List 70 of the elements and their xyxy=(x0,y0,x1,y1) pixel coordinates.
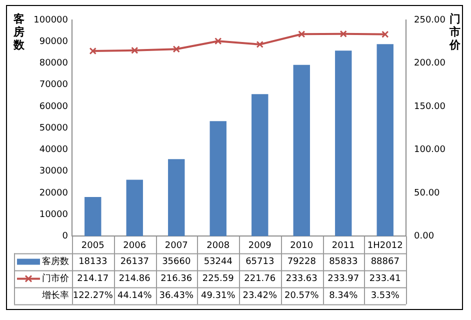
x-tick-label: 2010 xyxy=(290,240,314,251)
bar xyxy=(293,64,310,236)
x-tick-label: 1H2012 xyxy=(367,240,403,251)
point xyxy=(256,40,264,48)
y-tick-label: 90000 xyxy=(39,36,68,47)
text: 36.43% xyxy=(159,291,194,302)
y-tick-label: 30000 xyxy=(39,166,68,177)
text: 23.42% xyxy=(242,291,278,302)
x-tick-label: 2011 xyxy=(332,240,355,251)
bar xyxy=(376,44,394,236)
y-axis-title: 客房数 xyxy=(12,12,26,52)
legend-label: 门市价 xyxy=(42,273,69,284)
y2-tick-label: 0.00 xyxy=(414,232,434,242)
x-tick-label: 2009 xyxy=(248,240,272,251)
y-tick-label: 80000 xyxy=(39,58,68,69)
y-tick-label: 0 xyxy=(62,232,68,242)
data-label: 214.86 xyxy=(118,274,151,284)
data-label: 35660 xyxy=(162,257,191,268)
text: 8.34% xyxy=(329,291,358,302)
y-tick-label: 100000 xyxy=(34,15,68,26)
y-tick-label: 70000 xyxy=(39,80,68,90)
text: 49.31% xyxy=(200,291,236,302)
bar xyxy=(168,159,185,236)
y2-tick-label: 200.00 xyxy=(414,58,446,69)
data-label: 225.59 xyxy=(202,274,234,284)
y-tick-label: 10000 xyxy=(39,210,68,220)
legend-label: 客房数 xyxy=(42,256,69,268)
point xyxy=(340,30,347,38)
point xyxy=(172,46,180,53)
y2-tick-label: 150.00 xyxy=(414,102,446,112)
text: 3.53% xyxy=(370,291,400,302)
y2-tick-label: 100.00 xyxy=(414,145,446,156)
data-label: 85833 xyxy=(329,257,358,268)
y2-axis-title: 门市价 xyxy=(448,12,462,52)
x-tick-label: 2005 xyxy=(81,240,104,251)
point xyxy=(382,30,389,38)
data-label: 233.97 xyxy=(328,274,360,284)
data-label: 214.17 xyxy=(77,274,109,284)
text: 20.57% xyxy=(284,291,320,302)
y2-tick-label: 50.00 xyxy=(414,188,440,198)
bar xyxy=(126,180,143,236)
text: 增长率 xyxy=(41,290,69,302)
data-label: 65713 xyxy=(246,257,274,268)
bar xyxy=(210,121,226,236)
point xyxy=(131,46,138,54)
x-tick-label: 2007 xyxy=(164,240,188,251)
y-tick-label: 40000 xyxy=(39,145,68,156)
y-tick-label: 60000 xyxy=(39,102,68,112)
point xyxy=(89,47,96,55)
data-label: 26137 xyxy=(120,257,149,268)
data-label: 216.36 xyxy=(160,274,192,284)
data-label: 221.76 xyxy=(244,274,276,284)
x-tick-label: 2008 xyxy=(206,240,230,251)
x-tick-label: 2006 xyxy=(123,240,146,251)
data-label: 53244 xyxy=(204,257,233,268)
bar xyxy=(252,94,268,236)
point xyxy=(214,38,222,45)
data-label: 18133 xyxy=(78,257,108,268)
point xyxy=(298,30,306,38)
data-label: 79228 xyxy=(287,257,316,268)
text: 122.27% xyxy=(72,291,114,302)
bar xyxy=(84,196,102,236)
y-tick-label: 50000 xyxy=(39,123,68,134)
bar xyxy=(335,50,352,236)
y-tick-label: 20000 xyxy=(39,188,68,198)
y2-tick-label: 250.00 xyxy=(414,15,446,26)
text: 44.14% xyxy=(117,291,152,302)
data-label: 233.41 xyxy=(369,274,401,284)
data-label: 233.63 xyxy=(286,274,318,284)
data-label: 88867 xyxy=(370,257,400,268)
